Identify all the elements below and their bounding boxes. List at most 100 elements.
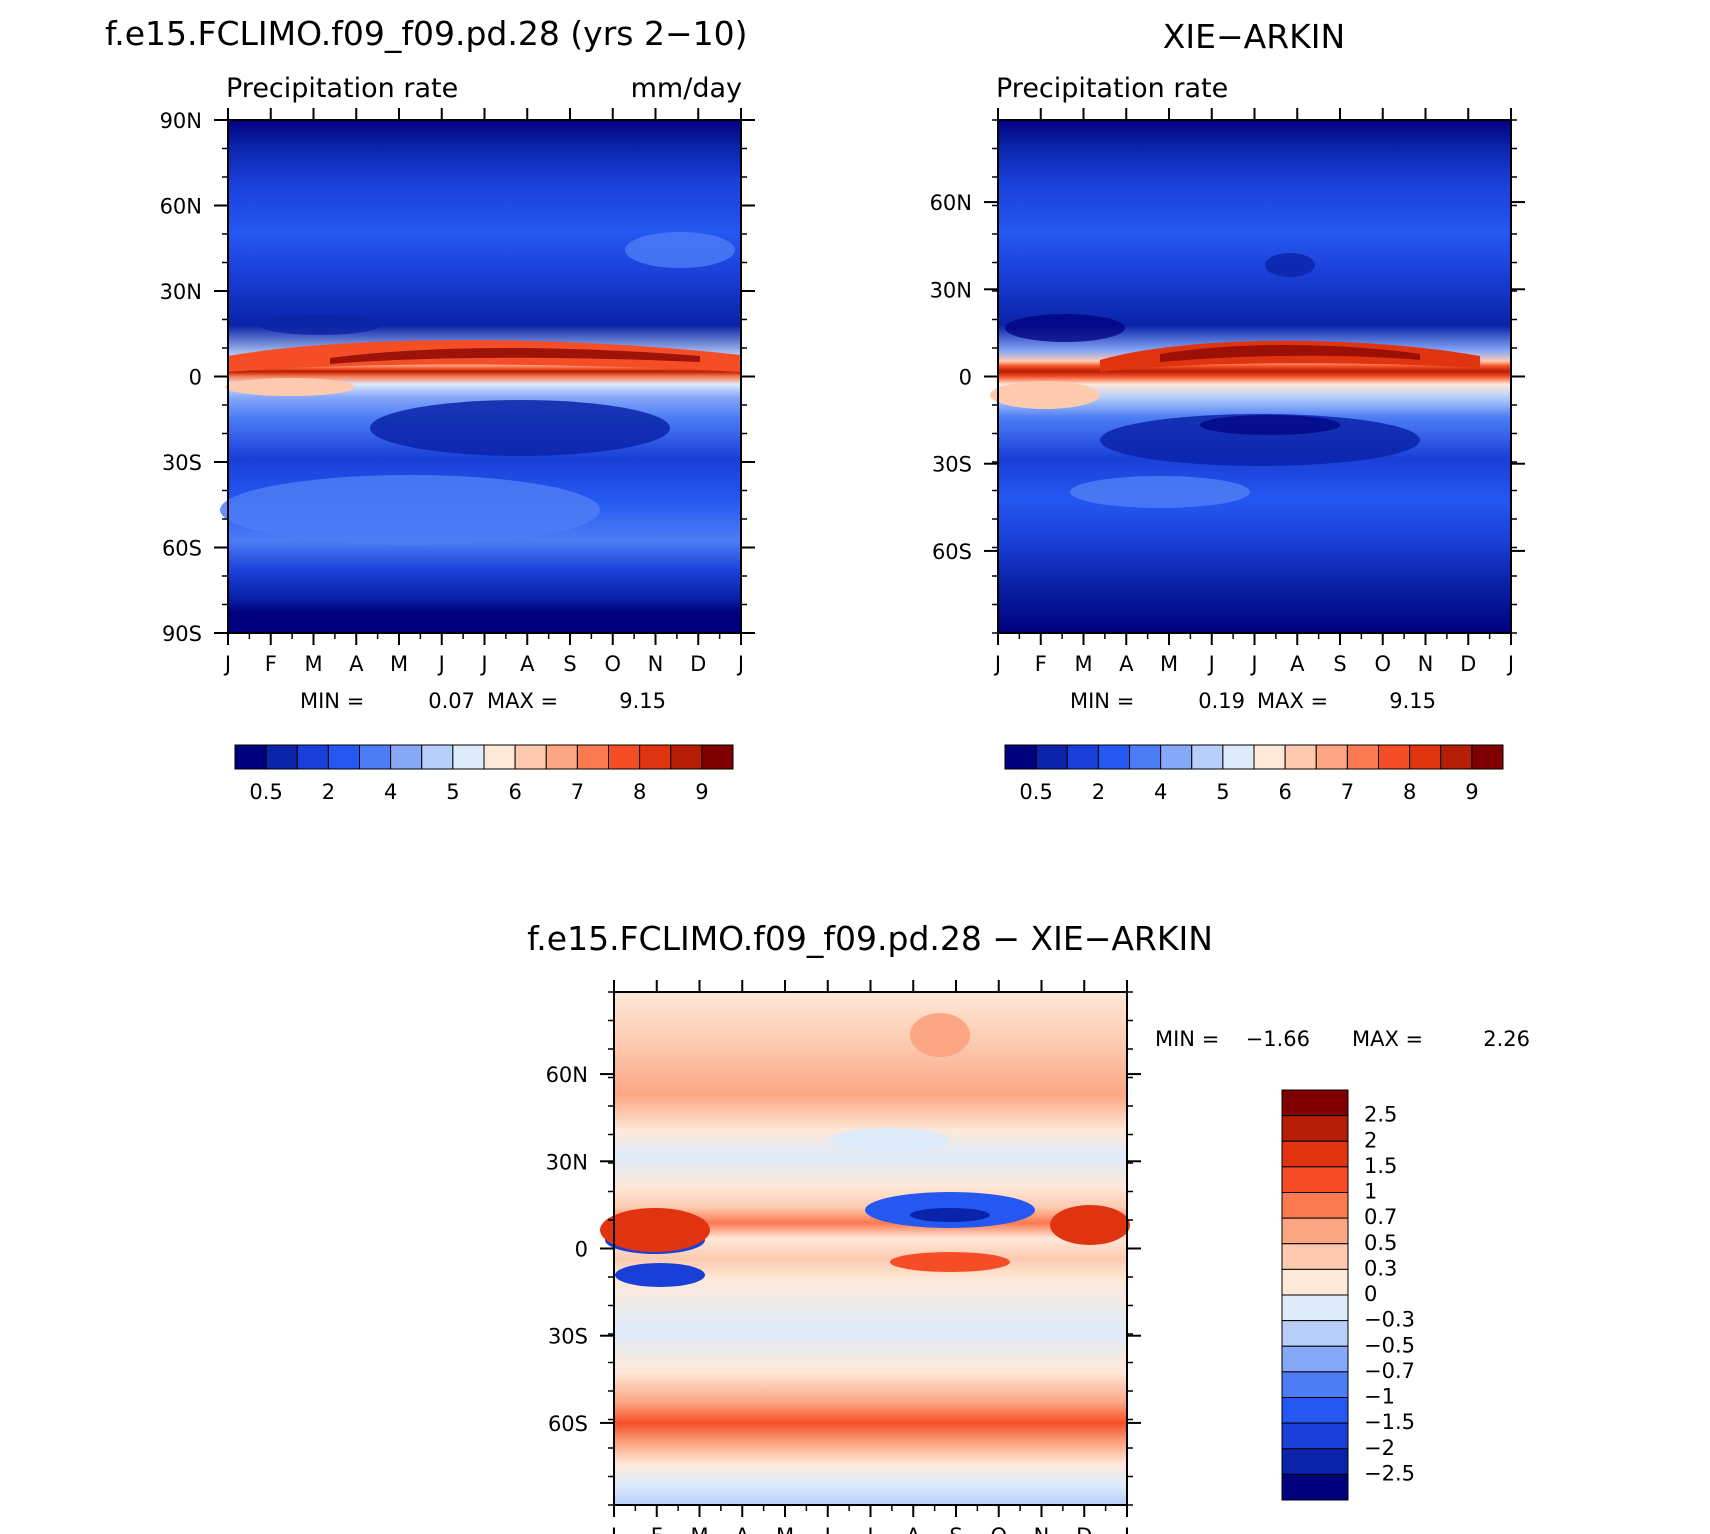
- diff-colorbar-label: 0.3: [1364, 1256, 1397, 1280]
- obs-colorbar-box: [1222, 744, 1255, 770]
- obs-south-feature: [990, 381, 1100, 409]
- model-itcz-core: [330, 347, 700, 364]
- model-x-tick-label: N: [648, 652, 664, 676]
- obs-x-tick-label: A: [1119, 652, 1134, 676]
- diff-x-tick-label: J: [609, 1524, 617, 1534]
- obs-x-tick-label: S: [1333, 652, 1346, 676]
- diff-max-label: MAX =: [1352, 1027, 1423, 1051]
- diff-y-tick-label: 60N: [546, 1063, 588, 1087]
- diff-x-tick-label: D: [1076, 1524, 1092, 1534]
- model-y-tick-label: 30N: [160, 280, 202, 304]
- obs-subtropic-feature: [1005, 314, 1125, 342]
- obs-min-value: 0.19: [1198, 689, 1245, 713]
- obs-colorbar-label: 7: [1341, 780, 1354, 804]
- obs-x-tick-label: F: [1035, 652, 1047, 676]
- diff-x-tick-label: N: [1034, 1524, 1050, 1534]
- model-x-tick-label: A: [349, 652, 364, 676]
- obs-colorbar-label: 2: [1092, 780, 1105, 804]
- diff-colorbar-label: −0.5: [1364, 1333, 1415, 1357]
- model-colorbar-box: [608, 744, 641, 770]
- obs-x-tick-label: M: [1074, 652, 1092, 676]
- obs-itcz-band: [1100, 340, 1480, 372]
- diff-colorbar-label: −2: [1364, 1436, 1395, 1460]
- obs-x-tick-label: M: [1160, 652, 1178, 676]
- obs-colorbar-box: [1471, 744, 1504, 770]
- obs-y-tick-label: 60N: [930, 191, 972, 215]
- diff-colorbar-box: [1281, 1422, 1349, 1450]
- obs-colorbar-label: 9: [1465, 780, 1478, 804]
- obs-dry-zone: [1100, 414, 1420, 466]
- model-colorbar-box: [234, 744, 267, 770]
- obs-colorbar-box: [1191, 744, 1224, 770]
- obs-dry-core: [1200, 415, 1340, 435]
- obs-colorbar-box: [1035, 744, 1068, 770]
- diff-colorbar-label: −1.5: [1364, 1410, 1415, 1434]
- obs-colorbar-label: 4: [1154, 780, 1167, 804]
- diff-y-tick-label: 0: [575, 1238, 588, 1262]
- diff-x-tick-label: J: [1122, 1524, 1130, 1534]
- diff-min-value: −1.66: [1246, 1027, 1310, 1051]
- diff-colorbar-label: −2.5: [1364, 1461, 1415, 1485]
- obs-y-tick-label: 60S: [932, 540, 972, 564]
- obs-axes: J F M A M J J A S O N D J 60N 30N 0 30S 60S: [930, 108, 1525, 676]
- obs-x-tick-label: A: [1290, 652, 1305, 676]
- obs-y-tick-label: 30S: [932, 453, 972, 477]
- diff-colorbar-box: [1281, 1089, 1349, 1117]
- diff-negative-core: [910, 1208, 990, 1222]
- model-dry-zone: [370, 400, 670, 456]
- diff-colorbar-label: 1.5: [1364, 1154, 1397, 1178]
- diff-colorbar-label: 2: [1364, 1128, 1377, 1152]
- model-colorbar-box: [576, 744, 609, 770]
- model-colorbar-label: 4: [384, 780, 397, 804]
- model-y-tick-label: 90N: [160, 109, 202, 133]
- obs-x-tick-label: O: [1374, 652, 1391, 676]
- model-south-feature: [225, 378, 355, 396]
- obs-colorbar-box: [1346, 744, 1379, 770]
- obs-colorbar-box: [1409, 744, 1442, 770]
- diff-colorbar-box: [1281, 1294, 1349, 1322]
- obs-colorbar-box: [1315, 744, 1348, 770]
- obs-y-tick-label: 30N: [930, 278, 972, 302]
- obs-colorbar-box: [1378, 744, 1411, 770]
- model-x-tick-label: J: [736, 652, 744, 676]
- model-x-tick-label: O: [604, 652, 621, 676]
- diff-x-tick-label: M: [776, 1524, 794, 1534]
- diff-x-tick-label: M: [690, 1524, 708, 1534]
- obs-colorbar-box: [1129, 744, 1162, 770]
- model-colorbar-label: 2: [322, 780, 335, 804]
- model-colorbar-box: [670, 744, 703, 770]
- model-colorbar-box: [359, 744, 392, 770]
- diff-colorbar-label: −0.3: [1364, 1308, 1415, 1332]
- obs-colorbar-label: 5: [1216, 780, 1229, 804]
- diff-title: f.e15.FCLIMO.f09_f09.pd.28 − XIE−ARKIN: [527, 919, 1213, 958]
- model-colorbar-label: 7: [571, 780, 584, 804]
- obs-variable-label: Precipitation rate: [996, 73, 1228, 104]
- obs-x-tick-label: D: [1460, 652, 1476, 676]
- obs-north-feature: [1265, 253, 1315, 277]
- model-colorbar-label: 8: [633, 780, 646, 804]
- diff-colorbar-label: −1: [1364, 1385, 1395, 1409]
- model-variable-label: Precipitation rate: [226, 73, 458, 104]
- obs-title: XIE−ARKIN: [1163, 17, 1345, 56]
- model-colorbar-box: [483, 744, 516, 770]
- diff-x-tick-label: A: [906, 1524, 921, 1534]
- model-x-tick-label: S: [563, 652, 576, 676]
- obs-plot-area: [990, 119, 1512, 634]
- model-colorbar-box: [327, 744, 360, 770]
- model-y-tick-label: 90S: [162, 622, 202, 646]
- diff-negative-feature-north: [830, 1128, 950, 1152]
- diff-positive-feature-west: [600, 1208, 710, 1252]
- obs-min-label: MIN =: [1070, 689, 1134, 713]
- obs-x-tick-label: J: [1207, 652, 1215, 676]
- model-colorbar-label: 6: [508, 780, 521, 804]
- model-min-value: 0.07: [428, 689, 475, 713]
- model-y-tick-label: 0: [189, 366, 202, 390]
- model-units-label: mm/day: [631, 73, 742, 104]
- diff-y-tick-label: 30N: [546, 1150, 588, 1174]
- diff-colorbar: 2.521.510.70.50.30−0.3−0.5−0.7−1−1.5−2−2…: [1281, 1089, 1415, 1501]
- model-colorbar-label: 5: [446, 780, 459, 804]
- model-x-tick-label: D: [690, 652, 706, 676]
- diff-colorbar-box: [1281, 1140, 1349, 1168]
- model-max-value: 9.15: [619, 689, 666, 713]
